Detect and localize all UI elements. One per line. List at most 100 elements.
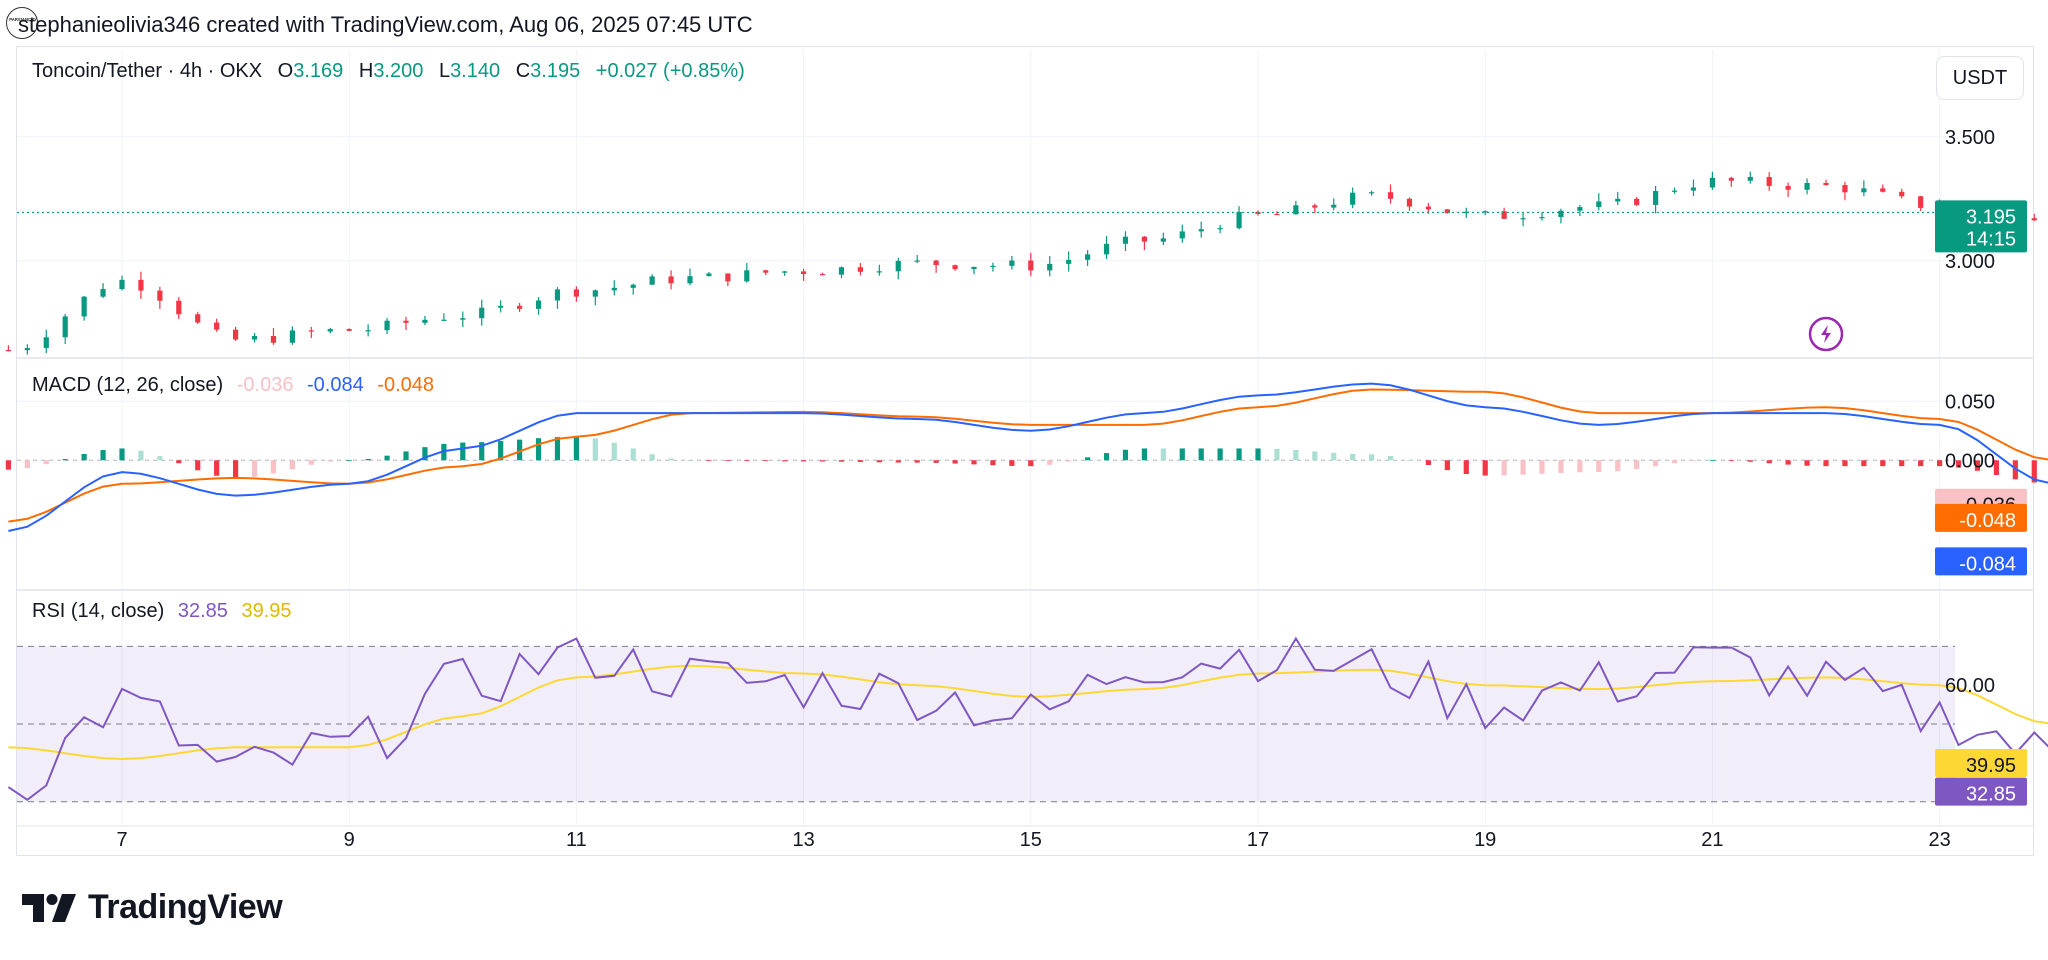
lightning-bolt <box>1821 325 1831 343</box>
macd-tick-label: 0.000 <box>1945 450 1995 472</box>
candle-body <box>1785 185 1791 190</box>
candle-body <box>1331 204 1337 208</box>
candle-body <box>1369 192 1375 194</box>
candle-body <box>838 267 845 275</box>
candle-body <box>270 336 277 343</box>
macd-histogram-bar <box>327 460 333 462</box>
macd-histogram-bar <box>1520 460 1526 475</box>
candle-body <box>592 290 598 297</box>
candle-body <box>1198 229 1204 232</box>
candle-body <box>43 337 49 349</box>
macd-histogram-bar <box>1425 460 1431 465</box>
rsi-pane <box>7 636 2048 803</box>
macd-histogram-bar <box>1709 460 1715 462</box>
candle-body <box>479 307 485 319</box>
candle-body <box>1425 206 1431 210</box>
macd-histogram-bar <box>1009 460 1015 466</box>
candle-body <box>1918 196 1924 208</box>
candle-body <box>1596 201 1602 208</box>
macd-hist-value: -0.036 <box>236 374 294 396</box>
candle-body <box>1842 185 1848 193</box>
symbol-legend: Toncoin/Tether · 4h · OKX O3.169 H3.200 … <box>32 60 745 83</box>
macd-histogram-bar <box>1993 460 1999 475</box>
macd-histogram-bar <box>365 458 371 461</box>
macd-histogram-bar <box>1028 460 1034 467</box>
candle-body <box>460 318 466 320</box>
macd-histogram-bar <box>2031 460 2037 483</box>
rsi-legend: RSI (14, close) 32.85 39.95 <box>32 600 292 623</box>
rsi-title: RSI (14, close) <box>32 600 165 622</box>
macd-histogram-bar <box>782 460 788 462</box>
macd-histogram-bar <box>763 460 769 462</box>
time-axis-label: 9 <box>344 829 355 851</box>
candle-body <box>782 271 788 273</box>
macd-histogram-bar <box>914 460 920 463</box>
candle-body <box>706 273 712 277</box>
candle-body <box>1293 205 1299 215</box>
macd-histogram-bar <box>1179 448 1185 461</box>
time-axis-label: 11 <box>566 829 587 851</box>
macd-histogram-bar <box>214 460 220 476</box>
candle-body <box>1406 198 1413 207</box>
macd-histogram-bar <box>1350 453 1356 461</box>
macd-histogram-bar <box>744 460 750 462</box>
macd-histogram-bar <box>1236 448 1242 461</box>
macd-histogram-bar <box>1369 454 1375 461</box>
candle-body <box>176 300 182 315</box>
macd-histogram-bar <box>1918 460 1924 467</box>
macd-histogram-bar <box>1937 460 1943 467</box>
rsi-ma-badge-text: 39.95 <box>1966 755 2016 777</box>
candle-body <box>1671 190 1678 192</box>
candle-body <box>2031 218 2037 221</box>
current-price-badge-text: 3.195 <box>1966 206 2016 228</box>
macd-histogram-bar <box>838 460 845 462</box>
macd-histogram-bar <box>971 460 977 465</box>
current-price-badge <box>1935 200 2027 253</box>
macd-histogram-bar <box>1122 449 1129 461</box>
macd-histogram-bar <box>1293 449 1299 461</box>
price-change: +0.027 (+0.85%) <box>595 60 745 82</box>
candle-body <box>933 260 939 266</box>
candle-body <box>990 265 996 268</box>
candle-body <box>857 267 863 272</box>
candle-body <box>233 329 239 340</box>
macd-histogram-bar <box>649 454 655 461</box>
candle-body <box>1823 182 1829 186</box>
macd-histogram-bar <box>801 460 807 462</box>
macd-histogram-bar <box>1596 460 1602 473</box>
caption-bar: PARSIANCRYPTO.COM stephanieolivia346 cre… <box>0 0 2048 52</box>
macd-histogram-bar <box>479 442 485 461</box>
macd-histogram-bar <box>1331 452 1337 461</box>
macd-histogram-bar <box>1217 448 1223 461</box>
currency-button[interactable]: USDT <box>1936 56 2024 100</box>
candle-body <box>327 329 333 332</box>
macd-histogram-bar <box>1785 460 1791 465</box>
candle-body <box>1747 176 1753 181</box>
macd-histogram-bar <box>422 447 428 461</box>
macd-histogram-bar <box>1160 448 1166 461</box>
macd-histogram-bar <box>1899 460 1905 467</box>
macd-histogram-bar <box>176 460 182 464</box>
candle-body <box>668 276 674 284</box>
macd-tick-label: 0.050 <box>1945 391 1995 413</box>
candle-body <box>1350 192 1356 205</box>
candle-body <box>1085 254 1091 260</box>
macd-histogram-bar <box>1312 451 1318 461</box>
macd-histogram-bar <box>270 460 277 474</box>
macd-histogram-bar <box>1482 460 1488 476</box>
macd-line-badge <box>1935 547 2027 576</box>
price-pane <box>5 171 2037 355</box>
time-axis-label: 7 <box>116 829 127 851</box>
lightning-icon <box>1808 316 1844 352</box>
candle-body <box>1028 260 1034 271</box>
candle-body <box>1141 236 1147 242</box>
macd-histogram-bar <box>289 460 295 470</box>
rsi-ma-badge <box>1935 749 2027 778</box>
candle-body <box>1217 228 1223 230</box>
macd-histogram-bar <box>706 460 712 462</box>
candle-body <box>517 305 523 309</box>
macd-histogram-bar <box>725 460 731 462</box>
candle-body <box>801 271 807 275</box>
